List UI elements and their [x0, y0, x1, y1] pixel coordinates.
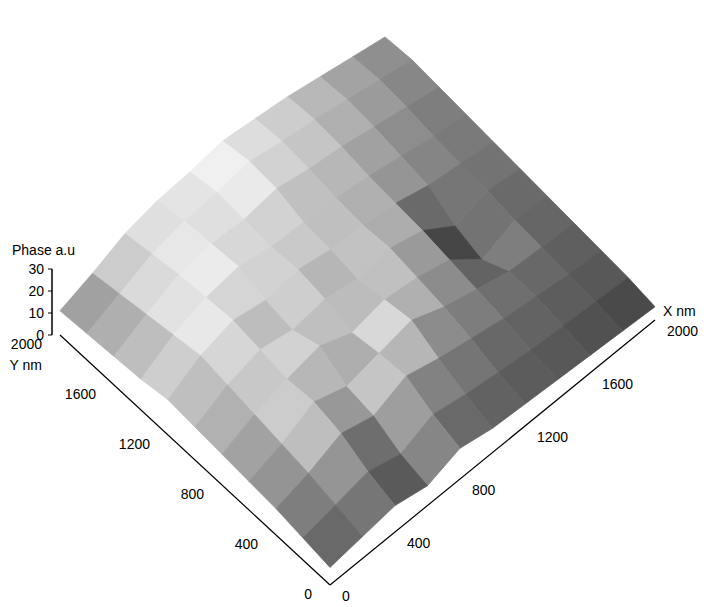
svg-text:2000: 2000 [10, 336, 42, 352]
svg-text:Y nm: Y nm [10, 357, 42, 373]
svg-text:X nm: X nm [663, 303, 696, 319]
svg-text:800: 800 [181, 486, 205, 502]
svg-text:0: 0 [36, 327, 44, 343]
svg-text:0: 0 [304, 586, 312, 602]
svg-text:10: 10 [28, 305, 44, 321]
svg-text:400: 400 [407, 535, 431, 551]
svg-text:1200: 1200 [537, 429, 568, 445]
svg-text:400: 400 [235, 536, 259, 552]
svg-text:1600: 1600 [602, 376, 633, 392]
svg-text:20: 20 [28, 283, 44, 299]
svg-text:30: 30 [28, 261, 44, 277]
svg-text:1200: 1200 [119, 436, 150, 452]
svg-text:0: 0 [342, 588, 350, 604]
svg-text:Phase a.u: Phase a.u [12, 242, 75, 258]
svg-text:2000: 2000 [667, 323, 698, 339]
svg-text:1600: 1600 [65, 386, 96, 402]
svg-text:800: 800 [472, 482, 496, 498]
